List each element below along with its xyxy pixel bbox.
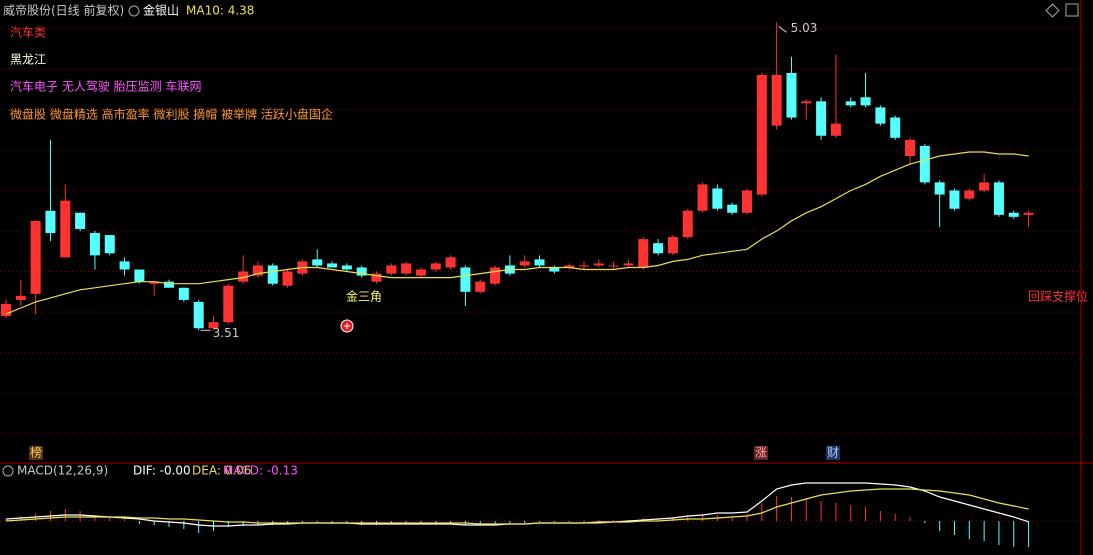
candle-body [830,123,841,136]
tag: 微盘股 微盘精选 高市盈率 微利股 摘帽 被举牌 活跃小盘国企 [10,107,333,122]
candle-body [549,267,560,272]
candle-body [564,265,575,268]
macd-label: MACD: -0.13 [223,464,298,478]
candle-body [712,188,723,209]
event-label[interactable]: 涨 [755,445,767,460]
candle-body [727,204,738,213]
candle-body [860,97,871,106]
macd-line [5,488,1029,525]
ma-label: MA10: 4.38 [186,4,254,18]
event-label[interactable]: 榜 [30,445,42,460]
candle-body [267,265,278,284]
candle-body [742,190,752,213]
candle-body [771,74,782,126]
candle-body [238,271,249,282]
candle-body [89,233,100,256]
tag: 汽车电子 无人驾驶 胎压监测 车联网 [10,79,201,94]
candle-body [327,263,338,268]
candle-body [934,182,945,195]
candle-body [519,261,530,266]
tag: 黑龙江 [10,53,46,67]
candle-body [949,190,960,209]
candle-body [653,243,664,254]
candle-body [816,101,827,136]
window-button[interactable] [1065,3,1079,17]
candle-body [445,257,456,268]
candle-body [208,322,219,329]
candle-body [756,74,767,195]
candle-body [593,263,604,266]
stock-title: 威帝股份(日线 前复权) [3,3,124,18]
candle-body [697,184,708,211]
candle-body [979,182,990,191]
candle-body [845,101,856,106]
candle-body [75,212,86,229]
candle-body [475,281,486,292]
high-label: 5.03 [791,21,818,35]
ma-line [5,151,1029,315]
candle-body [638,239,649,268]
candle-body [578,265,589,267]
event-badge [754,446,768,460]
event-label[interactable]: 财 [827,446,839,460]
candle-body [282,271,293,286]
candle-body [223,285,234,323]
candle-body [964,190,975,199]
candle-body [149,281,160,284]
event-badge [29,446,43,460]
candle-body [890,117,901,138]
candle-body [341,265,352,270]
event-badge [826,446,840,460]
candle-body [1023,212,1034,215]
candle-body [534,259,545,266]
annotation-arrow [778,25,787,33]
candle-body [682,210,693,238]
pattern-label: 金三角 [346,289,382,304]
candle-body [134,269,145,282]
candle-body [386,265,397,274]
candle-body [45,210,56,234]
candle-body [119,261,130,270]
candle-body [164,281,175,288]
candle-body [786,72,797,118]
candle-body [415,269,426,276]
candle-body [30,220,41,294]
macd-title: MACD(12,26,9) [17,464,108,478]
candle-body [801,101,812,104]
candle-body [667,237,678,254]
candle-body [490,267,501,284]
dea-label: DEA: 0.06 [192,464,251,478]
candle-body [193,301,204,329]
candle-body [60,200,71,258]
candle-body [312,259,323,266]
candle-body [905,139,916,157]
menu-icon[interactable] [2,465,14,477]
candle-body [430,263,441,270]
menu-icon[interactable] [128,5,140,17]
indicator-name: 金银山 [143,3,179,18]
candle-body [178,287,189,300]
tag: 汽车类 [10,25,46,40]
candle-body [1,303,11,317]
candle-body [875,107,886,124]
candle-body [608,265,619,267]
candle-body [993,182,1004,215]
dif-label: DIF: -0.00 [133,464,191,478]
candle-body [15,295,26,300]
plus-icon [344,323,350,329]
candle-body [1008,212,1019,217]
candle-body [460,267,471,292]
candle-body [623,263,634,266]
diamond-button[interactable] [1045,3,1060,18]
low-label: 3.51 [213,326,240,340]
candle-body [371,273,382,282]
candle-body [104,235,115,254]
candle-body [356,267,367,276]
support-label: 回踩支撑位 [1028,289,1088,304]
candle-body [401,263,412,274]
candle-body [919,145,930,183]
candle-body [252,265,263,276]
